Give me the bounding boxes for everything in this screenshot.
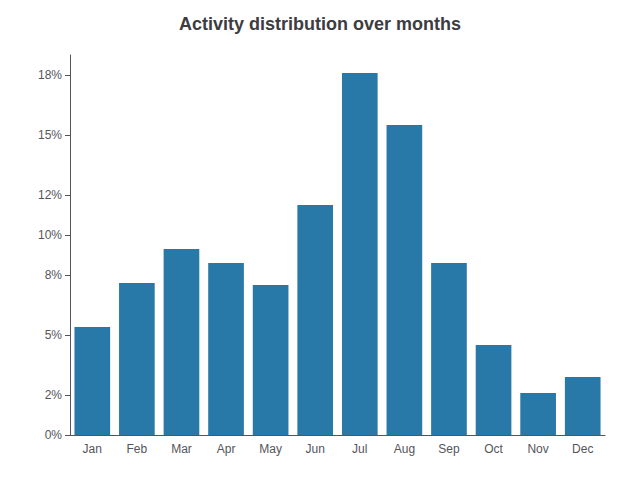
svg-text:2%: 2% — [45, 388, 63, 402]
svg-text:Jul: Jul — [352, 442, 367, 456]
svg-text:Nov: Nov — [527, 442, 548, 456]
svg-text:12%: 12% — [38, 188, 62, 202]
svg-text:10%: 10% — [38, 228, 62, 242]
svg-text:Oct: Oct — [484, 442, 503, 456]
svg-text:Aug: Aug — [394, 442, 415, 456]
svg-text:15%: 15% — [38, 128, 62, 142]
svg-text:18%: 18% — [38, 68, 62, 82]
svg-text:8%: 8% — [45, 268, 63, 282]
svg-text:May: May — [259, 442, 282, 456]
svg-text:Mar: Mar — [171, 442, 192, 456]
svg-text:Jan: Jan — [83, 442, 102, 456]
svg-text:Apr: Apr — [217, 442, 236, 456]
svg-text:Dec: Dec — [572, 442, 593, 456]
svg-text:Jun: Jun — [306, 442, 325, 456]
svg-text:0%: 0% — [45, 428, 63, 442]
svg-text:Sep: Sep — [438, 442, 460, 456]
svg-text:Activity distribution over mon: Activity distribution over months — [179, 14, 461, 34]
svg-text:Feb: Feb — [127, 442, 148, 456]
svg-text:5%: 5% — [45, 328, 63, 342]
